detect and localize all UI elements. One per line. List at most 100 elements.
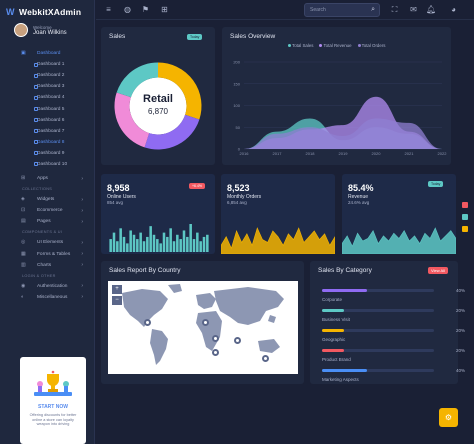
bar	[139, 232, 142, 252]
theme-swatch-teal[interactable]	[462, 214, 468, 220]
category-percent: 20%	[455, 328, 465, 333]
sidebar-item-dashboard-1[interactable]: Dashboard 1	[0, 59, 95, 70]
kpi-badge[interactable]: Today	[428, 181, 444, 187]
chevron-right-icon: ›	[81, 207, 83, 214]
sales-overview-chart: 0 50 100 150 200 2016 2017 2018 2019 2020 2021 2022	[233, 60, 447, 157]
category-row: 40% Corporate	[322, 288, 465, 309]
dashboard-icon: ▣	[21, 50, 26, 57]
donut-slice[interactable]	[116, 62, 159, 98]
sidebar-item-dashboard-2[interactable]: Dashboard 2	[0, 70, 95, 81]
sidebar-item-pages[interactable]: ▤ Pages ›	[0, 216, 95, 227]
sidebar-item-widgets[interactable]: ◈ Widgets ›	[0, 194, 95, 205]
kpi-label: Revenue	[348, 194, 369, 200]
sidebar-item-label: Dashboard 7	[37, 128, 65, 134]
sidebar-item-charts[interactable]: ▥ Charts ›	[0, 260, 95, 271]
zoom-in-button[interactable]: +	[112, 285, 122, 294]
menu-toggle-icon[interactable]: ≡	[106, 5, 111, 14]
sidebar-item-label: Miscellaneous	[37, 294, 68, 300]
sidebar-item-label: Forms & Tables	[37, 251, 71, 257]
x-tick-label: 2017	[273, 151, 283, 156]
grid-icon: ⊞	[21, 175, 26, 182]
bullet-icon	[34, 140, 38, 145]
donut-slice[interactable]	[144, 114, 200, 150]
settings-fab-button[interactable]: ⚙	[439, 408, 458, 427]
category-progress-track	[322, 329, 434, 332]
brand[interactable]: W WebkitXAdmin	[6, 5, 81, 19]
sidebar-item-apps[interactable]: ⊞ Apps ›	[0, 173, 95, 184]
sidebar-item-ecommerce[interactable]: ⊡ Ecommerce ›	[0, 205, 95, 216]
search-input[interactable]: Search	[310, 7, 326, 13]
map-marker[interactable]	[144, 319, 151, 326]
chevron-right-icon: ›	[81, 262, 83, 269]
sidebar-item-dashboard-10[interactable]: Dashboard 10	[0, 159, 95, 170]
map-marker[interactable]	[234, 337, 241, 344]
sidebar-item-dashboard[interactable]: ▣ Dashboard	[0, 48, 95, 59]
theme-switcher	[462, 202, 470, 238]
bar	[109, 239, 112, 252]
world-map[interactable]: + −	[108, 281, 298, 374]
map-marker[interactable]	[212, 349, 219, 356]
donut-slice[interactable]	[114, 92, 150, 148]
notification-bell-icon[interactable]: 🔔︎	[426, 5, 437, 14]
sidebar-item-label: UI Elements	[37, 240, 64, 246]
map-marker[interactable]	[212, 335, 219, 342]
sidebar-item-label: Dashboard 5	[37, 106, 65, 112]
sidebar-item-label: Dashboard 9	[37, 150, 65, 156]
category-percent: 20%	[455, 348, 465, 353]
brand-logo-icon: W	[6, 7, 15, 17]
bullet-icon	[34, 162, 38, 167]
search-icon[interactable]: ⌕	[371, 6, 375, 13]
donut-slice[interactable]	[157, 62, 202, 120]
sidebar-item-dashboard-4[interactable]: Dashboard 4	[0, 92, 95, 103]
theme-swatch-yellow[interactable]	[462, 226, 468, 232]
sidebar-item-ui-elements[interactable]: ◎ UI Elements ›	[0, 237, 95, 248]
area-series	[221, 227, 335, 254]
sidebar-item-label: Dashboard	[37, 51, 61, 57]
view-all-button[interactable]: View All	[428, 267, 448, 274]
sales-overview-title: Sales Overview	[230, 33, 276, 40]
messages-icon[interactable]: ✉	[410, 5, 417, 14]
sales-tag-badge[interactable]: Today	[187, 34, 203, 40]
globe-icon[interactable]: ◍	[124, 5, 131, 14]
sidebar-item-dashboard-3[interactable]: Dashboard 3	[0, 81, 95, 92]
kpi-sub: 24.6% avg	[348, 200, 370, 205]
map-marker[interactable]	[202, 319, 209, 326]
kpi-card-monthly-orders: 8,523 Monthly Orders 6,854 avg	[221, 174, 335, 254]
sidebar-item-label: Ecommerce	[37, 208, 63, 214]
sidebar-item-dashboard-9[interactable]: Dashboard 9	[0, 148, 95, 159]
category-progress-fill	[322, 289, 367, 292]
grid-apps-icon[interactable]: ⊞	[161, 5, 168, 14]
sales-card: Sales Today Retail 6,870	[101, 27, 215, 165]
category-title: Sales By Category	[318, 267, 372, 274]
bullet-icon	[34, 107, 38, 112]
x-tick-label: 2018	[306, 151, 316, 156]
fullscreen-icon[interactable]: ⛶	[391, 5, 398, 14]
sidebar-item-dashboard-5[interactable]: Dashboard 5	[0, 103, 95, 114]
category-name: Business Visit	[322, 317, 350, 322]
lock-icon: ◉	[21, 282, 26, 289]
y-tick-label: 0	[238, 147, 241, 152]
profile-icon[interactable]: ◕	[451, 5, 456, 14]
zoom-out-button[interactable]: −	[112, 296, 122, 305]
area-series	[342, 227, 456, 254]
bar	[199, 241, 202, 252]
sidebar-item-dashboard-6[interactable]: Dashboard 6	[0, 115, 95, 126]
sidebar-item-forms-tables[interactable]: ▦ Forms & Tables ›	[0, 249, 95, 260]
user-profile[interactable]: Welcome Joan Wilkins	[14, 23, 67, 37]
map-marker[interactable]	[262, 355, 269, 362]
sidebar-item-authentication[interactable]: ◉ Authentication ›	[0, 281, 95, 292]
avatar[interactable]	[14, 23, 28, 37]
gear-icon: ⚙	[444, 413, 453, 422]
sidebar-item-dashboard-8[interactable]: Dashboard 8	[0, 137, 95, 148]
flag-icon[interactable]: ⚑	[141, 5, 150, 14]
sidebar-item-miscellaneous[interactable]: ◐ Miscellaneous ›	[0, 292, 95, 303]
bar	[179, 239, 182, 252]
sales-map-card: Sales Report By Country + −	[101, 261, 304, 384]
area-series	[244, 118, 442, 149]
theme-swatch-red[interactable]	[462, 202, 468, 208]
donut-center	[129, 77, 187, 135]
search-box[interactable]: Search ⌕	[304, 3, 380, 17]
sidebar-item-dashboard-7[interactable]: Dashboard 7	[0, 126, 95, 137]
bar	[176, 234, 179, 252]
sidebar-item-label: Authentication	[37, 283, 68, 289]
